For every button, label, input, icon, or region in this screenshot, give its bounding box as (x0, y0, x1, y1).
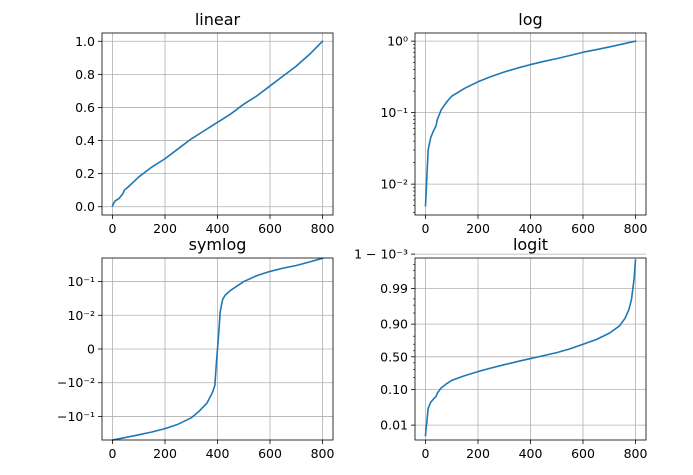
y-tick-label: 0.2 (75, 166, 95, 181)
subplot-linear: 0 200 400 600 800 0.0 0.2 0.4 0.6 0.8 1.0 linear (75, 10, 334, 236)
y-tick-label: 10⁻¹ (380, 105, 408, 120)
x-tick-label: 200 (466, 446, 490, 461)
y-tick-label: 0.90 (380, 317, 408, 332)
subplot-symlog: 0 200 400 600 800 −10⁻¹ −10⁻² 0 10⁻² 10⁻¹ symlog (57, 235, 334, 461)
x-tick-label: 200 (153, 221, 177, 236)
series-line (111, 257, 324, 441)
y-tick-label: 0.0 (75, 199, 95, 214)
series-line (424, 40, 637, 207)
subplot-title: symlog (189, 235, 247, 254)
subplot-title: logit (513, 235, 548, 254)
y-tick-label: −10⁻² (57, 375, 95, 390)
y-tick-label: 1.0 (75, 34, 95, 49)
x-tick-label: 0 (422, 221, 430, 236)
y-tick-label: 10⁻² (380, 177, 408, 192)
x-tick-label: 600 (258, 221, 282, 236)
x-tick-label: 200 (466, 221, 490, 236)
y-tick-label: −10⁻¹ (57, 409, 95, 424)
subplot-log: 0 200 400 600 800 10⁻² 10⁻¹ 10⁰ log (380, 10, 647, 236)
y-tick-label: 0 (87, 342, 95, 357)
x-tick-label: 400 (519, 221, 543, 236)
y-tick-label: 0.50 (380, 349, 408, 364)
subplot-logit: 0 200 400 600 800 0.01 0.10 0.50 0.90 0.99 1 − 10⁻… (354, 235, 647, 461)
series-line (424, 259, 637, 437)
x-tick-label: 600 (571, 221, 595, 236)
x-tick-label: 0 (422, 446, 430, 461)
y-tick-label: 10⁻² (67, 308, 95, 323)
x-tick-label: 600 (258, 446, 282, 461)
y-tick-label: 0.01 (380, 418, 408, 433)
y-tick-label: 0.6 (75, 100, 95, 115)
subplot-title: log (518, 10, 542, 29)
x-tick-label: 800 (624, 221, 648, 236)
series-line (111, 40, 324, 207)
x-tick-label: 400 (519, 446, 543, 461)
y-tick-label: 10⁰ (387, 34, 408, 49)
y-tick-label: 0.8 (75, 67, 95, 82)
x-tick-label: 800 (311, 221, 335, 236)
x-tick-label: 400 (206, 446, 230, 461)
x-tick-label: 0 (109, 446, 117, 461)
x-tick-label: 0 (109, 221, 117, 236)
x-tick-label: 400 (206, 221, 230, 236)
y-tick-label: 0.99 (380, 281, 408, 296)
y-tick-label: 0.4 (75, 133, 95, 148)
x-tick-label: 800 (311, 446, 335, 461)
y-tick-label: 1 − 10⁻³ (354, 247, 408, 262)
x-tick-label: 800 (624, 446, 648, 461)
y-tick-label: 10⁻¹ (67, 274, 95, 289)
x-tick-label: 200 (153, 446, 177, 461)
subplot-title: linear (195, 10, 241, 29)
x-tick-label: 600 (571, 446, 595, 461)
y-tick-label: 0.10 (380, 382, 408, 397)
